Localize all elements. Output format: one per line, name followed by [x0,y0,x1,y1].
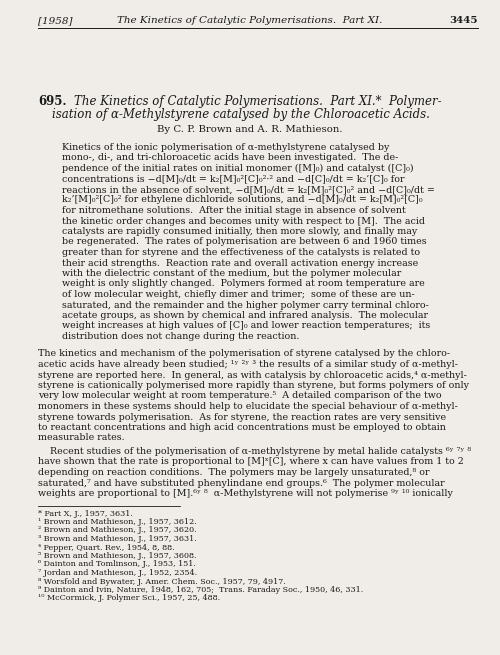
Text: 3445: 3445 [450,16,478,25]
Text: ² Brown and Mathieson, J., 1957, 3620.: ² Brown and Mathieson, J., 1957, 3620. [38,527,196,534]
Text: their acid strengths.  Reaction rate and overall activation energy increase: their acid strengths. Reaction rate and … [62,259,418,267]
Text: ¹ Brown and Mathieson, J., 1957, 3612.: ¹ Brown and Mathieson, J., 1957, 3612. [38,518,197,526]
Text: styrene towards polymerisation.  As for styrene, the reaction rates are very sen: styrene towards polymerisation. As for s… [38,413,446,422]
Text: saturated,⁷ and have substituted phenylindane end groups.⁶  The polymer molecula: saturated,⁷ and have substituted phenyli… [38,479,444,487]
Text: styrene are reported here.  In general, as with catalysis by chloroacetic acids,: styrene are reported here. In general, a… [38,371,467,379]
Text: distribution does not change during the reaction.: distribution does not change during the … [62,332,300,341]
Text: to reactant concentrations and high acid concentrations must be employed to obta: to reactant concentrations and high acid… [38,423,446,432]
Text: reactions in the absence of solvent, −d[M]₀/dt = k₂[M]₀²[C]₀² and −d[C]₀/dt =: reactions in the absence of solvent, −d[… [62,185,435,194]
Text: acetate groups, as shown by chemical and infrared analysis.  The molecular: acetate groups, as shown by chemical and… [62,311,428,320]
Text: ⁹ Dainton and Ivin, Nature, 1948, 162, 705;  Trans. Faraday Soc., 1950, 46, 331.: ⁹ Dainton and Ivin, Nature, 1948, 162, 7… [38,586,363,594]
Text: for nitromethane solutions.  After the initial stage in absence of solvent: for nitromethane solutions. After the in… [62,206,406,215]
Text: pendence of the initial rates on initial monomer ([M]₀) and catalyst ([C]₀): pendence of the initial rates on initial… [62,164,414,173]
Text: ³ Brown and Mathieson, J., 1957, 3631.: ³ Brown and Mathieson, J., 1957, 3631. [38,535,197,543]
Text: weight is only slightly changed.  Polymers formed at room temperature are: weight is only slightly changed. Polymer… [62,280,425,288]
Text: the kinetic order changes and becomes unity with respect to [M].  The acid: the kinetic order changes and becomes un… [62,217,425,225]
Text: with the dielectric constant of the medium, but the polymer molecular: with the dielectric constant of the medi… [62,269,401,278]
Text: k₂’[M]₀²[C]₀² for ethylene dichloride solutions, and −d[M]₀/dt = k₂[M]₀²[C]₀: k₂’[M]₀²[C]₀² for ethylene dichloride so… [62,195,422,204]
Text: [1958]: [1958] [38,16,72,25]
Text: greater than for styrene and the effectiveness of the catalysts is related to: greater than for styrene and the effecti… [62,248,420,257]
Text: have shown that the rate is proportional to [M]ˣ[C], where x can have values fro: have shown that the rate is proportional… [38,457,464,466]
Text: measurable rates.: measurable rates. [38,434,124,443]
Text: The kinetics and mechanism of the polymerisation of styrene catalysed by the chl: The kinetics and mechanism of the polyme… [38,350,450,358]
Text: ⁸ Worsfold and Bywater, J. Amer. Chem. Soc., 1957, 79, 4917.: ⁸ Worsfold and Bywater, J. Amer. Chem. S… [38,578,286,586]
Text: mono-, di-, and tri-chloroacetic acids have been investigated.  The de-: mono-, di-, and tri-chloroacetic acids h… [62,153,398,162]
Text: of low molecular weight, chiefly dimer and trimer;  some of these are un-: of low molecular weight, chiefly dimer a… [62,290,415,299]
Text: Recent studies of the polymerisation of α-methylstyrene by metal halide catalyst: Recent studies of the polymerisation of … [38,447,471,456]
Text: ⁵ Brown and Mathieson, J., 1957, 3608.: ⁵ Brown and Mathieson, J., 1957, 3608. [38,552,196,560]
Text: depending on reaction conditions.  The polymers may be largely unsaturated,⁸ or: depending on reaction conditions. The po… [38,468,430,477]
Text: styrene is cationically polymerised more rapidly than styrene, but forms polymer: styrene is cationically polymerised more… [38,381,469,390]
Text: Kinetics of the ionic polymerisation of α-methylstyrene catalysed by: Kinetics of the ionic polymerisation of … [62,143,390,152]
Text: The Kinetics of Catalytic Polymerisations.  Part XI.*  Polymer-: The Kinetics of Catalytic Polymerisation… [74,95,442,108]
Text: ¹⁰ McCormick, J. Polymer Sci., 1957, 25, 488.: ¹⁰ McCormick, J. Polymer Sci., 1957, 25,… [38,595,220,603]
Text: acetic acids have already been studied; ¹ʸ ²ʸ ³ the results of a similar study o: acetic acids have already been studied; … [38,360,458,369]
Text: ⁷ Jordan and Mathieson, J., 1952, 2354.: ⁷ Jordan and Mathieson, J., 1952, 2354. [38,569,197,577]
Text: be regenerated.  The rates of polymerisation are between 6 and 1960 times: be regenerated. The rates of polymerisat… [62,238,426,246]
Text: By C. P. Brown and A. R. Mathieson.: By C. P. Brown and A. R. Mathieson. [157,125,343,134]
Text: 695.: 695. [38,95,66,108]
Text: very low molecular weight at room temperature.⁵  A detailed comparison of the tw: very low molecular weight at room temper… [38,392,442,400]
Text: saturated, and the remainder and the higher polymer carry terminal chloro-: saturated, and the remainder and the hig… [62,301,429,310]
Text: catalysts are rapidly consumed initially, then more slowly, and finally may: catalysts are rapidly consumed initially… [62,227,417,236]
Text: The Kinetics of Catalytic Polymerisations.  Part XI.: The Kinetics of Catalytic Polymerisation… [118,16,382,25]
Text: * Part X, J., 1957, 3631.: * Part X, J., 1957, 3631. [38,510,133,517]
Text: weights are proportional to [M].⁶ʸ ⁸  α-Methylstyrene will not polymerise ⁹ʸ ¹⁰ : weights are proportional to [M].⁶ʸ ⁸ α-M… [38,489,453,498]
Text: ⁴ Pepper, Quart. Rev., 1954, 8, 88.: ⁴ Pepper, Quart. Rev., 1954, 8, 88. [38,544,174,552]
Text: monomers in these systems should help to elucidate the special behaviour of α-me: monomers in these systems should help to… [38,402,458,411]
Text: weight increases at high values of [C]₀ and lower reaction temperatures;  its: weight increases at high values of [C]₀ … [62,322,430,331]
Text: concentrations is −d[M]₀/dt = k₂[M]₀²[C]₀²·² and −d[C]₀/dt = k₂’[C]₀ for: concentrations is −d[M]₀/dt = k₂[M]₀²[C]… [62,174,404,183]
Text: isation of α-Methylstyrene catalysed by the Chloroacetic Acids.: isation of α-Methylstyrene catalysed by … [52,108,430,121]
Text: ⁶ Dainton and Tomlinson, J., 1953, 151.: ⁶ Dainton and Tomlinson, J., 1953, 151. [38,561,196,569]
